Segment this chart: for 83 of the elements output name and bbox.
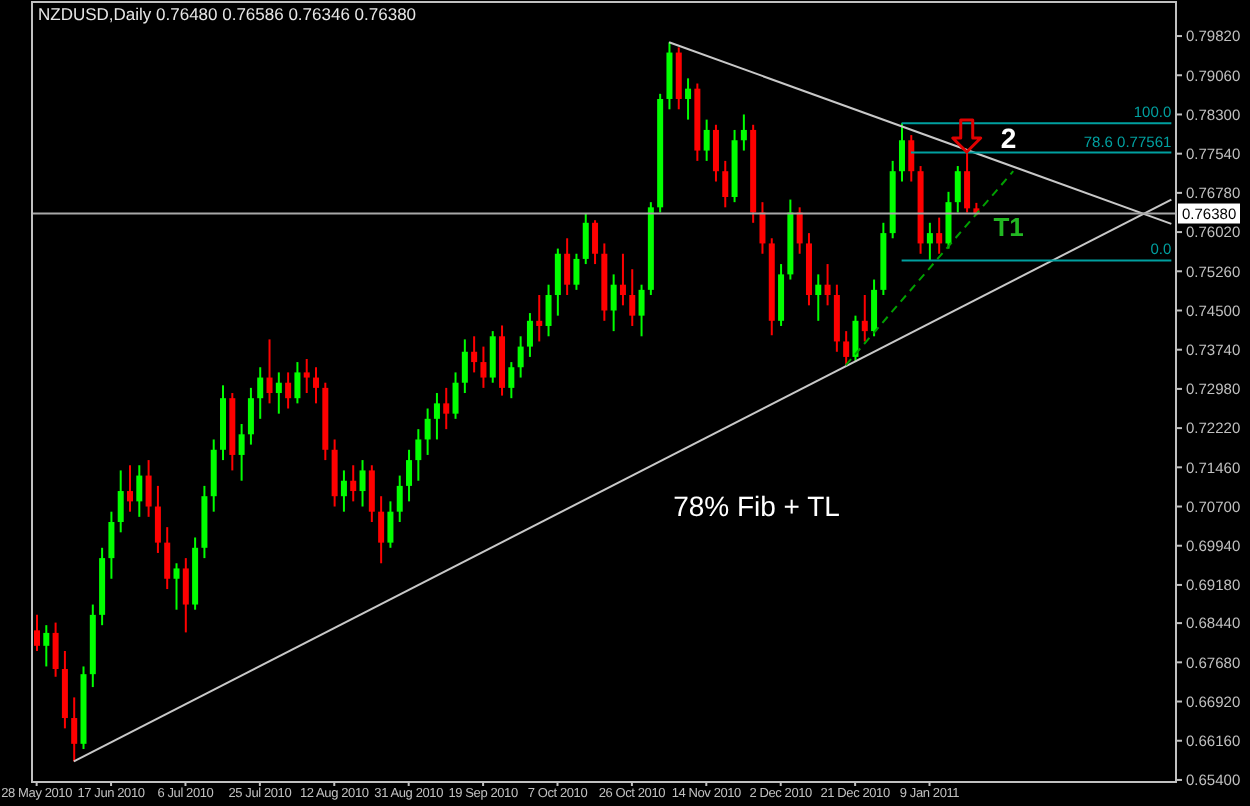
- candlestick: [108, 510, 115, 580]
- candlestick: [936, 216, 943, 255]
- candlestick: [685, 77, 692, 121]
- candlestick: [898, 122, 905, 183]
- candlestick: [415, 428, 422, 482]
- candlestick: [238, 422, 245, 482]
- candlestick: [908, 134, 915, 183]
- candlestick: [406, 448, 413, 503]
- candlestick: [582, 212, 589, 266]
- candlestick: [396, 474, 403, 523]
- candlestick: [378, 495, 385, 565]
- candlestick: [340, 469, 347, 513]
- candlestick: [368, 464, 375, 523]
- candlestick: [452, 371, 459, 420]
- candlestick: [592, 219, 599, 266]
- candlestick: [247, 386, 254, 446]
- candlestick: [359, 459, 366, 508]
- candlestick: [778, 263, 785, 327]
- candlestick: [964, 151, 971, 214]
- candlestick: [433, 392, 440, 441]
- candlestick: [34, 613, 40, 652]
- candlestick: [517, 335, 524, 379]
- candlestick: [294, 361, 301, 405]
- candlestick: [926, 221, 933, 262]
- candlestick: [638, 283, 645, 338]
- candlestick: [182, 557, 189, 634]
- candlestick: [257, 366, 264, 420]
- candlestick: [71, 696, 78, 763]
- candlestick: [796, 206, 803, 255]
- candlestick: [117, 469, 124, 534]
- candlestick: [871, 278, 878, 338]
- candlestick: [136, 464, 143, 518]
- candlestick: [843, 330, 850, 367]
- candlestick: [173, 562, 180, 611]
- candlestick: [545, 283, 552, 338]
- annotation: T1: [993, 212, 1024, 242]
- candlestick: [619, 252, 626, 307]
- candlestick: [564, 237, 571, 297]
- candlestick: [154, 484, 161, 554]
- annotation: 78% Fib + TL: [673, 490, 841, 522]
- candlestick: [526, 312, 533, 358]
- candlestick: [703, 118, 710, 162]
- candlestick: [285, 371, 292, 410]
- candlestick: [471, 335, 478, 374]
- candlestick: [629, 268, 636, 327]
- candlestick: [443, 386, 450, 431]
- candlestick: [331, 438, 338, 508]
- candlestick: [303, 357, 310, 395]
- candlestick: [852, 314, 859, 364]
- candlestick: [573, 252, 580, 291]
- candlestick: [740, 113, 747, 152]
- candlestick: [712, 123, 719, 183]
- candlestick: [610, 273, 617, 333]
- candlestick: [127, 464, 134, 513]
- candlestick: [461, 338, 468, 395]
- chart-title: NZDUSD,Daily 0.76480 0.76586 0.76346 0.76380: [38, 4, 417, 24]
- candlestick: [954, 165, 961, 214]
- candlestick: [313, 366, 320, 405]
- candlestick: [489, 330, 496, 384]
- candlestick: [508, 361, 515, 400]
- candlestick: [554, 247, 561, 317]
- candlestick: [387, 500, 394, 549]
- candlestick: [52, 621, 59, 678]
- candlestick: [480, 345, 487, 389]
- candlestick: [833, 283, 840, 353]
- annotation: 2: [1000, 122, 1017, 154]
- candlestick: [164, 526, 171, 591]
- candlestick: [275, 371, 282, 415]
- candlestick: [145, 459, 152, 518]
- candlestick: [210, 438, 217, 513]
- candlestick: [945, 190, 952, 250]
- candlestick: [666, 41, 673, 111]
- candlestick: [43, 624, 50, 668]
- candlestick: [722, 159, 729, 209]
- candlestick: [675, 46, 682, 111]
- candlestick: [861, 294, 868, 343]
- candlestick: [266, 338, 273, 405]
- candlestick: [536, 294, 543, 343]
- candlestick: [424, 407, 431, 456]
- candlestick: [824, 263, 831, 307]
- candlestick: [759, 201, 766, 255]
- candlestick: [350, 464, 357, 503]
- candlestick: [815, 273, 822, 322]
